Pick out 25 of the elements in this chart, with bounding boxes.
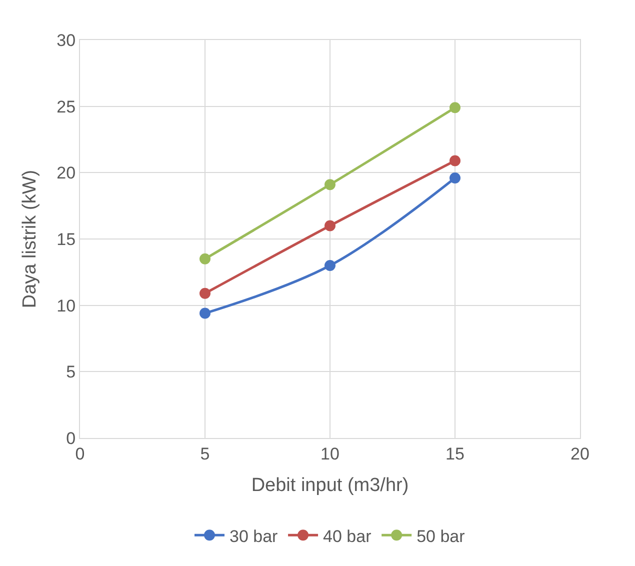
point — [200, 308, 210, 319]
x-tick-label: 5 — [200, 444, 210, 464]
point — [324, 260, 336, 272]
point — [200, 288, 210, 299]
x-axis-title: Debit input (m3/hr) — [251, 475, 409, 496]
point — [200, 253, 210, 264]
point — [450, 172, 460, 184]
y-axis-title: Daya listrik (kW) — [20, 170, 41, 308]
y-tick-label: 15 — [56, 230, 76, 249]
y-tick-label: 5 — [66, 362, 76, 382]
point — [450, 155, 460, 166]
point — [324, 220, 336, 232]
x-tick-label: 20 — [570, 444, 590, 464]
x-tick-label: 15 — [446, 444, 464, 464]
y-tick-label: 25 — [56, 97, 76, 116]
legend-label: 40 bar — [323, 526, 372, 546]
legend-label: 50 bar — [416, 526, 466, 546]
y-tick-label: 0 — [66, 428, 76, 448]
y-tick-label: 20 — [56, 164, 76, 183]
legend-label: 30 bar — [230, 526, 278, 546]
point — [450, 102, 460, 114]
x-tick-label: 10 — [320, 444, 340, 464]
y-tick-label: 10 — [56, 296, 76, 316]
point — [324, 179, 336, 190]
y-tick-label: 30 — [56, 30, 76, 50]
